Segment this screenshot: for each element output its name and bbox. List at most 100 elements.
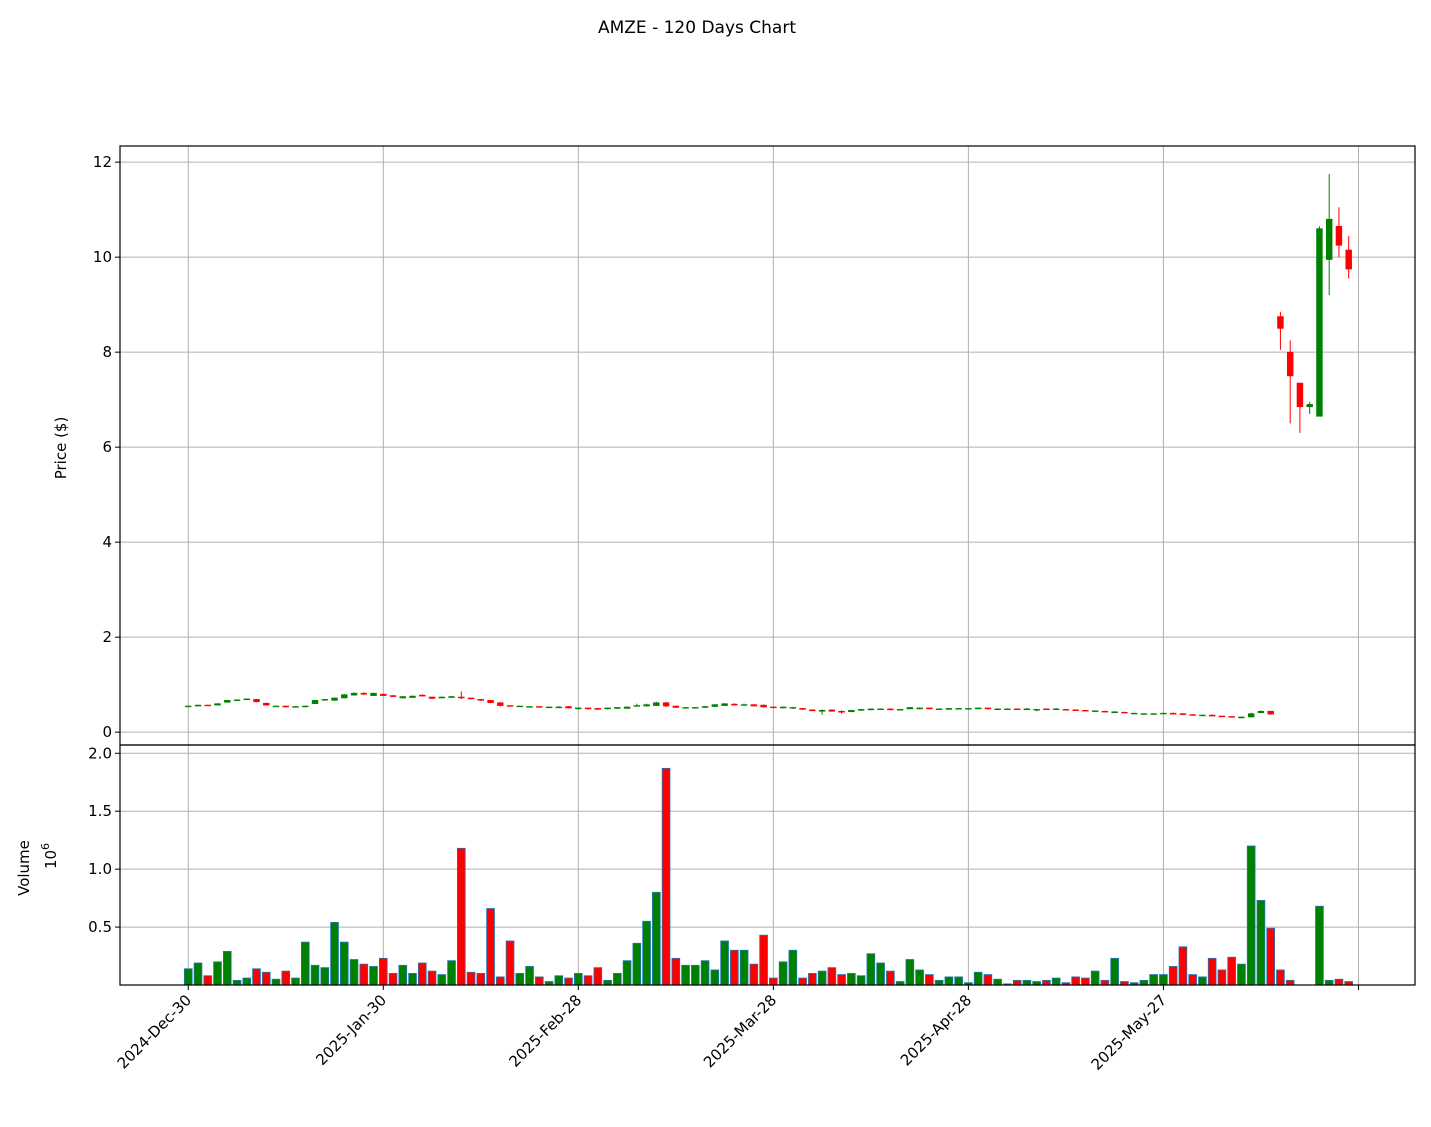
volume-bar xyxy=(642,920,651,986)
y-tick-label: 1.0 xyxy=(88,860,112,878)
candle-body xyxy=(711,704,719,707)
candle-body xyxy=(994,708,1001,710)
volume-bar xyxy=(1051,977,1061,986)
volume-bar xyxy=(417,962,427,986)
volume-bar xyxy=(837,974,846,986)
volume-bar xyxy=(788,949,798,986)
volume-bar xyxy=(827,967,837,986)
volume-bar xyxy=(486,908,495,986)
candle-body xyxy=(682,707,689,709)
candle-body xyxy=(360,692,368,695)
candle-body xyxy=(1189,714,1196,716)
candle-body xyxy=(809,709,816,712)
volume-bar xyxy=(1110,957,1119,986)
candle-body xyxy=(1199,714,1206,717)
candle-body xyxy=(477,699,485,701)
candle-body xyxy=(818,710,826,712)
volume-bar xyxy=(1198,976,1207,986)
candle-body xyxy=(516,705,524,708)
volume-bar xyxy=(1071,976,1080,986)
candle-body xyxy=(370,692,377,696)
candle-body xyxy=(380,693,387,696)
candle-body xyxy=(740,704,748,706)
candle-body xyxy=(1111,711,1118,713)
volume-bar xyxy=(554,975,564,986)
candle-body xyxy=(1121,711,1128,714)
candle-body xyxy=(448,696,455,698)
candle-body xyxy=(1306,404,1313,408)
volume-bar xyxy=(769,977,778,986)
multiplier-exponent: 6 xyxy=(39,843,52,850)
candle-body xyxy=(1286,351,1294,377)
volume-bar xyxy=(759,934,768,986)
volume-bar xyxy=(925,974,934,986)
candle-body xyxy=(643,704,650,707)
candle-body xyxy=(292,706,299,708)
volume-bar xyxy=(691,964,700,986)
volume-bar xyxy=(983,974,993,986)
volume-bar xyxy=(271,978,281,986)
volume-bar xyxy=(252,968,261,986)
volume-bar xyxy=(476,973,486,986)
volume-bar xyxy=(671,957,681,986)
volume-bar xyxy=(886,970,895,986)
volume-bar xyxy=(330,922,339,986)
volume-bar xyxy=(349,959,359,986)
candle-body xyxy=(1267,710,1274,715)
volume-bar xyxy=(710,969,720,986)
volume-bar xyxy=(749,963,759,986)
volume-bar xyxy=(1256,900,1266,986)
candle-body xyxy=(282,705,290,708)
candle-body xyxy=(1316,228,1323,417)
volume-bar xyxy=(1285,979,1295,986)
candle-body xyxy=(1325,218,1333,260)
candle-body xyxy=(1140,713,1148,715)
volume-bar xyxy=(778,961,788,986)
candle-body xyxy=(399,696,407,699)
volume-bar xyxy=(1315,905,1324,986)
volume-bar xyxy=(993,978,1002,986)
candle-body xyxy=(194,704,202,707)
candle-body xyxy=(311,700,319,704)
volume-frame xyxy=(119,744,1416,986)
candle-body xyxy=(1130,712,1138,715)
candle-body xyxy=(224,700,231,703)
candle-body xyxy=(1179,713,1187,715)
candle-body xyxy=(672,705,680,708)
price-axis-label: Price ($) xyxy=(52,417,70,480)
volume-bar xyxy=(310,964,320,986)
volume-bar xyxy=(203,975,213,986)
candle-body xyxy=(799,708,806,710)
candle-body xyxy=(974,707,982,710)
candle-body xyxy=(1043,708,1050,710)
candle-body xyxy=(1013,708,1021,710)
candle-body xyxy=(584,707,592,710)
volume-bar xyxy=(1227,956,1236,986)
volume-bar xyxy=(603,979,612,986)
volume-bar xyxy=(574,973,583,986)
volume-bar xyxy=(739,949,749,986)
volume-bar xyxy=(408,973,417,986)
volume-bar xyxy=(378,957,388,986)
volume-bar xyxy=(1042,979,1051,986)
y-tick-label: 12 xyxy=(93,153,112,171)
candle-body xyxy=(604,707,611,710)
candle-body xyxy=(389,695,397,697)
volume-bar xyxy=(222,951,232,986)
y-tick-label: 0 xyxy=(102,723,112,741)
volume-bar xyxy=(905,959,915,986)
candle-body xyxy=(838,710,845,713)
volume-bar xyxy=(183,968,193,986)
volume-bar xyxy=(583,975,593,986)
candle-body xyxy=(955,708,962,710)
candle-body xyxy=(263,702,270,706)
candle-body xyxy=(623,706,631,709)
candle-body xyxy=(848,710,855,713)
candle-body xyxy=(204,704,211,707)
volume-bar xyxy=(525,966,534,986)
volume-bar xyxy=(300,941,310,986)
candle-body xyxy=(701,706,709,708)
volume-bar xyxy=(613,973,622,986)
candle-body xyxy=(233,699,241,701)
volume-bar xyxy=(1012,979,1022,986)
